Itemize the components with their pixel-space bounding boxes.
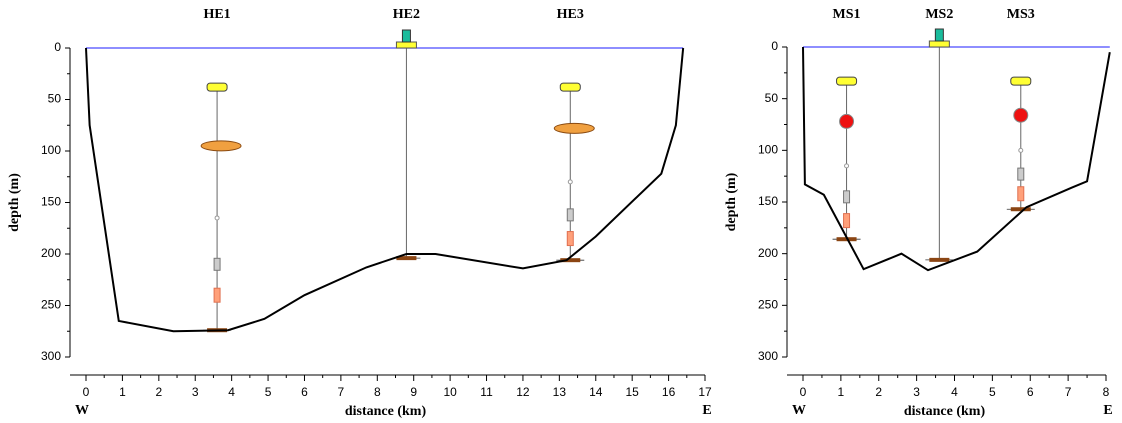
logger — [1017, 186, 1025, 202]
y-tick-label: 50 — [765, 91, 779, 105]
east-label: E — [702, 403, 711, 418]
adcp — [200, 140, 242, 152]
x-tick-label: 8 — [1103, 385, 1110, 399]
buoy-mast — [401, 29, 411, 43]
y-tick-label: 150 — [41, 195, 61, 209]
anchor — [1010, 207, 1031, 212]
anchor — [929, 257, 950, 262]
x-tick-label: 4 — [228, 385, 235, 399]
bathymetry — [802, 46, 1111, 272]
current-meter — [843, 190, 851, 204]
current-meter — [566, 208, 574, 222]
anchor — [560, 258, 581, 263]
x-tick-label: 2 — [875, 385, 882, 399]
y-tick-label: 0 — [54, 40, 61, 54]
x-tick-label: 7 — [338, 385, 345, 399]
current-meter — [213, 257, 221, 271]
y-axis-title: depth (m) — [724, 172, 739, 231]
y-tick-label: 300 — [41, 349, 61, 363]
x-tick-label: 5 — [265, 385, 272, 399]
adcp — [553, 122, 595, 134]
x-tick-label: 2 — [155, 385, 162, 399]
x-tick-label: 9 — [410, 385, 417, 399]
sub-float — [1013, 107, 1029, 123]
x-tick-label: 10 — [443, 385, 457, 399]
top-float — [206, 82, 228, 92]
logger — [843, 213, 851, 229]
x-tick-label: 17 — [698, 385, 712, 399]
logger — [213, 287, 221, 303]
logger — [566, 231, 574, 247]
top-float — [559, 82, 581, 92]
x-tick-label: 12 — [516, 385, 530, 399]
x-tick-label: 6 — [1027, 385, 1034, 399]
x-tick-label: 13 — [553, 385, 567, 399]
mooring-label: HE3 — [557, 7, 584, 22]
buoy-mast — [934, 28, 944, 42]
x-tick-label: 1 — [838, 385, 845, 399]
surface-buoy — [928, 40, 950, 48]
x-axis-title: distance (km) — [904, 404, 986, 419]
y-tick-label: 100 — [758, 143, 778, 157]
x-tick-label: 5 — [989, 385, 996, 399]
sensor — [844, 163, 850, 169]
surface-buoy — [395, 41, 417, 49]
y-tick-label: 100 — [41, 143, 61, 157]
x-tick-label: 15 — [625, 385, 639, 399]
east-label: E — [1103, 403, 1112, 418]
y-tick-label: 250 — [758, 298, 778, 312]
y-tick-label: 50 — [48, 92, 62, 106]
x-tick-label: 0 — [83, 385, 90, 399]
west-label: W — [75, 403, 89, 418]
x-tick-label: 16 — [662, 385, 676, 399]
sub-float — [839, 113, 855, 129]
y-tick-label: 300 — [758, 349, 778, 363]
mooring-label: MS3 — [1007, 7, 1035, 22]
sensor — [214, 215, 220, 221]
y-tick-label: 150 — [758, 194, 778, 208]
west-label: W — [792, 403, 806, 418]
mooring-label: MS1 — [833, 7, 861, 22]
x-tick-label: 7 — [1065, 385, 1072, 399]
mooring-label: HE2 — [393, 7, 420, 22]
x-tick-label: 8 — [374, 385, 381, 399]
sensor — [567, 179, 573, 185]
bathymetry — [85, 47, 685, 333]
x-tick-label: 14 — [589, 385, 603, 399]
x-tick-label: 1 — [119, 385, 126, 399]
y-tick-label: 250 — [41, 298, 61, 312]
current-meter — [1017, 167, 1025, 181]
x-tick-label: 11 — [480, 385, 493, 399]
sensor — [1018, 147, 1024, 153]
x-tick-label: 3 — [192, 385, 199, 399]
y-axis-title: depth (m) — [7, 173, 22, 232]
x-tick-label: 3 — [913, 385, 920, 399]
x-axis-title: distance (km) — [345, 404, 427, 419]
y-tick-label: 200 — [758, 246, 778, 260]
anchor — [396, 256, 417, 261]
mooring-label: MS2 — [925, 7, 953, 22]
top-float — [1010, 76, 1032, 86]
x-tick-label: 4 — [951, 385, 958, 399]
x-tick-label: 0 — [800, 385, 807, 399]
y-tick-label: 0 — [771, 39, 778, 53]
mooring-label: HE1 — [203, 7, 230, 22]
top-float — [836, 76, 858, 86]
y-tick-label: 200 — [41, 246, 61, 260]
x-tick-label: 6 — [301, 385, 308, 399]
